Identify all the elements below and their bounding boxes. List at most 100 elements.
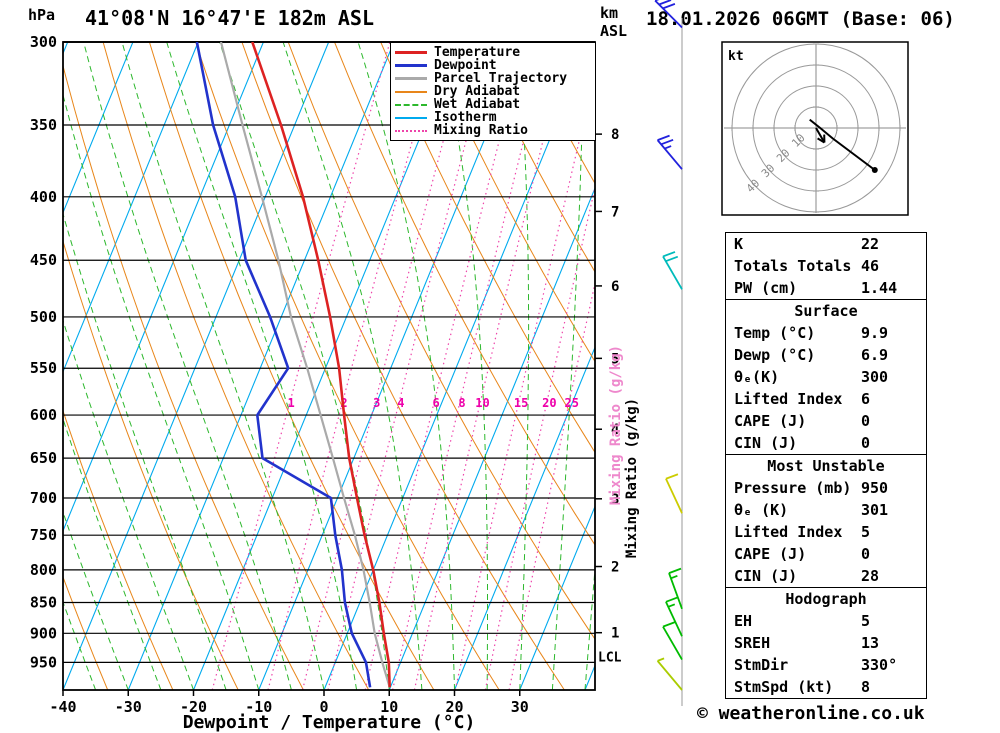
lcl-label: LCL [598,651,622,666]
panel-row-value: 28 [861,567,880,585]
wind-barb [656,134,683,170]
temp-tick-label: 30 [511,698,529,716]
legend-line-sample [395,64,427,67]
pressure-tick-label: 550 [30,359,57,377]
hodograph-ring [794,106,838,150]
temp-tick-label: 0 [319,698,328,716]
wind-barb [662,251,683,290]
panel-row: K 22 [726,233,926,255]
pressure-tick-label: 850 [30,594,57,612]
panel-section-header: Most Unstable [767,457,885,475]
panel-row-label: StmDir [734,656,789,674]
wet-adiabat-line [166,42,358,690]
km-axis: 1 2 3 4 5 6 7 8 LCL [595,127,622,666]
panel-row-label: Lifted Index [734,390,843,408]
legend-line-sample [395,90,427,93]
panel-row-label: CIN (J) [734,567,798,585]
hodograph-ring [773,85,859,171]
mixing-ratio-label: 6 [432,396,439,410]
panel-row-label: Totals Totals [734,257,852,275]
panel-row-value: 1.44 [861,279,898,297]
wind-barbs [654,0,683,706]
wind-barb [668,567,683,610]
panel-row-label: PW (cm) [734,279,798,297]
km-tick-label: 1 [611,626,619,642]
panel-row-value: 6.9 [861,346,889,364]
panel-row-value: 5 [861,612,871,630]
mixing-ratio-line [364,42,525,690]
panel-row-label: EH [734,612,753,630]
isotherm-line [453,345,595,690]
panel-row-value: 301 [861,501,889,519]
pressure-axis-unit: hPa [28,6,56,24]
panel-row-label: K [734,235,744,253]
panel-row: CIN (J) 28 [726,565,926,587]
temperature-curve [251,42,391,688]
mixing-ratio-label: 8 [458,396,465,410]
panel-section: Hodograph EH 5 SREH 13 StmDir 330° StmSpd (kt) 8 [726,587,926,698]
altitude-axis-unit-asl: ASL [600,22,628,40]
isotherm-line [63,42,134,215]
legend-item-label: Temperature [434,45,521,60]
data-panel: K 22 Totals Totals 46 PW (cm) 1.44 Surface Temp… [725,232,927,699]
run-datetime: 18.01.2026 06GMT (Base: 06) [646,8,955,30]
pressure-tick-label: 700 [30,489,57,507]
legend-item-label: Wet Adiabat [434,97,521,112]
storm-motion-arrow [815,127,826,144]
panel-row: StmDir 330° [726,654,926,676]
legend-item: Dewpoint [395,59,591,72]
temp-axis: -40 -30 -20 -10 0 10 20 30 [49,690,529,716]
panel-row: CAPE (J) 0 [726,543,926,565]
legend-line-sample [395,129,427,132]
panel-row-label: StmSpd (kt) [734,678,834,696]
panel-row: Dewp (°C) 6.9 [726,344,926,366]
legend-line-sample [395,77,427,80]
panel-row: CIN (J) 0 [726,432,926,454]
wet-adiabat-line [63,600,97,690]
legend: Temperature Dewpoint Parcel Trajectory Dry … [390,42,596,141]
pressure-tick-label: 500 [30,308,57,326]
legend-item-label: Mixing Ratio [434,123,528,138]
panel-section: Surface Temp (°C) 9.9 Dewp (°C) 6.9 θₑ(K) 300 L… [726,299,926,454]
mixing-ratio-label: 25 [565,396,579,410]
panel-row-value: 6 [861,390,871,408]
isotherm-line [63,42,199,374]
pressure-tick-label: 900 [30,624,57,642]
wet-adiabat-line [63,417,162,690]
hodograph-ring [752,64,880,192]
panel-row: Lifted Index 6 [726,388,926,410]
wet-adiabat-line [63,93,260,690]
dewpoint-curve [195,42,372,688]
legend-line-sample [395,51,427,54]
dry-adiabat-line [426,42,595,363]
mixing-ratio-line [327,42,493,690]
pressure-tick-label: 800 [30,561,57,579]
legend-item-label: Parcel Trajectory [434,71,568,86]
panel-row: Lifted Index 5 [726,521,926,543]
panel-row-label: Lifted Index [734,523,843,541]
temp-tick-label: 20 [445,698,463,716]
panel-row-label: CAPE (J) [734,545,807,563]
panel-section: K 22 Totals Totals 46 PW (cm) 1.44 [726,233,926,299]
mixing-ratio-label: 3 [373,396,380,410]
legend-item-label: Dry Adiabat [434,84,521,99]
mixing-ratio-label: 15 [514,396,528,410]
sounding-curves [195,42,391,688]
pressure-tick-label: 350 [30,116,57,134]
isotherm-line [192,42,460,690]
mixing-ratio-line [211,42,391,690]
plot-border [62,41,596,691]
dry-adiabat-line [472,42,595,273]
panel-row-label: Temp (°C) [734,324,816,342]
isotherm-line [0,42,2,690]
panel-row-value: 8 [861,678,871,696]
panel-row-label: Dewp (°C) [734,346,816,364]
panel-row: θₑ(K) 300 [726,366,926,388]
panel-section: Most Unstable Pressure (mb) 950 θₑ (K) 301 Li… [726,454,926,587]
temp-tick-label: -10 [245,698,272,716]
panel-row-value: 46 [861,257,880,275]
legend-item-label: Dewpoint [434,58,497,73]
wind-barb [662,621,683,661]
hodograph-ring [731,43,901,213]
